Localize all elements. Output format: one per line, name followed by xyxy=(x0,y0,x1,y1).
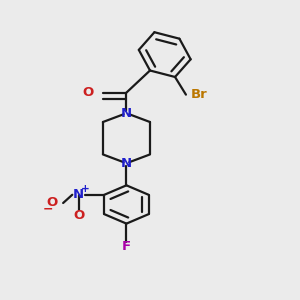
Text: N: N xyxy=(121,107,132,120)
Text: O: O xyxy=(73,209,84,222)
Text: +: + xyxy=(81,184,90,194)
Text: N: N xyxy=(121,157,132,170)
Text: O: O xyxy=(83,86,94,99)
Text: −: − xyxy=(43,202,54,215)
Text: N: N xyxy=(73,188,84,201)
Text: Br: Br xyxy=(191,88,208,101)
Text: O: O xyxy=(46,196,57,209)
Text: F: F xyxy=(122,240,131,253)
